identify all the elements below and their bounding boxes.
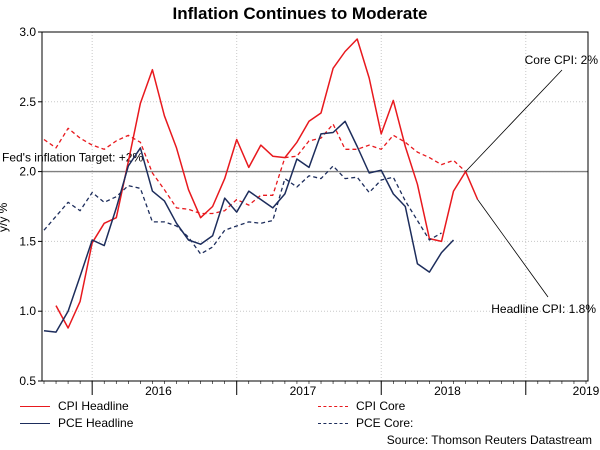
target-layer: Fed's inflation Target: +2% [2,151,588,173]
legend-item-cpi-headline: CPI Headline [20,399,129,413]
annotation-leader-core-cpi [465,69,563,172]
y-tick-label: 3.0 [19,25,36,39]
series-line-pce-core [43,165,442,255]
legend-label-cpi-headline: CPI Headline [58,399,129,413]
legend-swatch-cpi-headline [20,405,50,407]
legend-label-cpi-core: CPI Core [356,399,406,413]
annotation-core-cpi: Core CPI: 2% [525,53,599,67]
series-line-cpi-core [43,123,467,215]
annotation-leader-headline-cpi [477,199,549,298]
y-tick-label: 0.5 [19,374,36,388]
legend-item-cpi-core: CPI Core [318,399,405,413]
legend-swatch-cpi-core [318,405,348,407]
annotation-headline-cpi: Headline CPI: 1.8% [491,302,596,316]
chart-title: Inflation Continues to Moderate [172,4,428,23]
y-tick-label: 2.5 [19,95,36,109]
annotation-layer: Core CPI: 2% Headline CPI: 1.8% [465,53,599,316]
legend-item-pce-core: PCE Core: [318,416,413,430]
x-tick-label-2017: 2017 [290,384,317,398]
y-tick-label: 1.5 [19,234,36,248]
source-note: Source: Thomson Reuters Datastream [386,433,592,447]
x-tick-label-2016: 2016 [145,384,172,398]
legend-swatch-pce-core [318,422,348,424]
y-tick-label: 2.0 [19,165,36,179]
grid-layer [42,32,588,381]
legend-swatch-pce-headline [20,422,50,424]
axis-layer: 0.5 1.0 1.5 2.0 2.5 3.0 2016 2017 2018 2019 [19,25,599,398]
x-tick-label-2018: 2018 [434,384,461,398]
y-tick-label: 1.0 [19,304,36,318]
legend-item-pce-headline: PCE Headline [20,416,133,430]
plot-frame [41,31,589,382]
series-line-pce-headline [43,120,455,333]
legend-label-pce-core: PCE Core: [356,416,414,430]
legend-label-pce-headline: PCE Headline [58,416,134,430]
target-line-label: Fed's inflation Target: +2% [2,151,143,165]
y-axis-label: y/y % [0,203,10,232]
series-line-cpi-headline [55,38,479,329]
x-tick-label-2019: 2019 [573,384,600,398]
series-layer [43,38,479,333]
